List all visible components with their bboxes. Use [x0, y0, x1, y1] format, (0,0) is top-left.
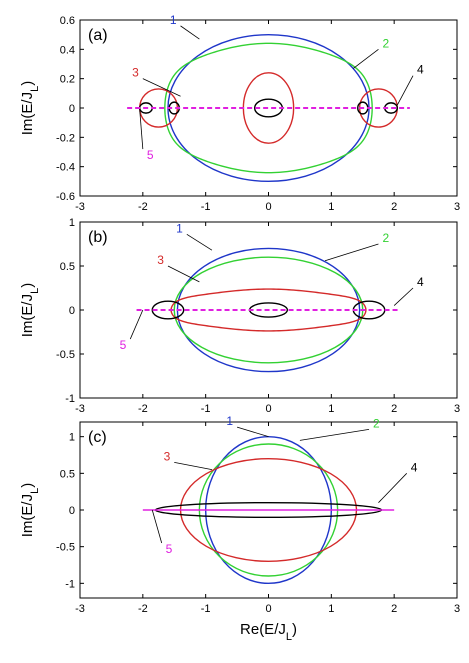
y-tick-label: 0.6 [60, 15, 75, 27]
series-4-curve [151, 300, 185, 320]
label-leader-line [324, 243, 379, 262]
y-tick-label: 0 [69, 505, 75, 517]
label-leader-line [378, 473, 408, 503]
curve-label-3: 3 [157, 253, 164, 267]
panel-2: -3 -2 -1 0 1 2 3 -1 -0.5 0 0.5 1 Im(E/JL) Re(E/JL) (c)… [19, 414, 460, 643]
y-tick-label: 0.5 [60, 261, 75, 273]
y-tick-label: 0.4 [60, 44, 75, 56]
label-leader-line [299, 428, 370, 441]
plot-area [136, 247, 401, 373]
plot-area [127, 33, 410, 183]
curve-label-2: 2 [373, 416, 380, 430]
y-tick-label: -0.6 [56, 191, 75, 203]
y-tick-label: 0 [69, 103, 75, 115]
curve-label-2: 2 [382, 36, 389, 50]
y-tick-label: 1 [69, 217, 75, 229]
x-tick-label: -2 [138, 603, 148, 615]
panel-label: (a) [88, 27, 108, 44]
curve-label-3: 3 [164, 449, 171, 463]
x-tick-label: 0 [265, 403, 271, 415]
x-tick-label: 1 [328, 403, 334, 415]
x-tick-label: -1 [201, 403, 211, 415]
y-tick-label: -1 [65, 578, 75, 590]
label-leader-line [393, 287, 414, 306]
label-leader-line [353, 49, 379, 69]
y-axis-label: Im(E/JL) [19, 283, 41, 337]
x-tick-label: 2 [391, 603, 397, 615]
x-tick-label: 1 [328, 201, 334, 213]
curve-label-2: 2 [382, 231, 389, 245]
y-tick-label: -1 [65, 393, 75, 405]
x-tick-label: 2 [391, 403, 397, 415]
plot-area [142, 435, 395, 585]
x-tick-label: 1 [328, 603, 334, 615]
curve-label-1: 1 [226, 414, 233, 428]
x-tick-label: -1 [201, 603, 211, 615]
y-tick-label: 0.5 [60, 468, 75, 480]
x-tick-label: 2 [391, 201, 397, 213]
panel-1: -3 -2 -1 0 1 2 3 -1 -0.5 0 0.5 1 Im(E/JL) (b) 1 2 3 4 5 [19, 217, 460, 415]
x-tick-label: 3 [454, 403, 460, 415]
y-axis-label: Im(E/JL) [19, 483, 41, 537]
y-tick-label: -0.5 [56, 349, 75, 361]
curve-label-4: 4 [417, 63, 424, 77]
x-tick-label: -3 [75, 201, 85, 213]
y-tick-label: 0.2 [60, 74, 75, 86]
panel-label: (c) [88, 429, 107, 446]
label-leader-line [174, 461, 213, 471]
label-leader-line [151, 509, 163, 544]
x-tick-label: 0 [265, 603, 271, 615]
y-axis-label: Im(E/JL) [19, 81, 41, 135]
y-tick-label: -0.4 [56, 162, 75, 174]
x-tick-label: 3 [454, 201, 460, 213]
label-leader-line [139, 109, 144, 150]
x-tick-label: 0 [265, 201, 271, 213]
y-tick-label: 0 [69, 305, 75, 317]
curve-label-4: 4 [417, 275, 424, 289]
series-2-curve [164, 42, 373, 174]
x-tick-label: -2 [138, 201, 148, 213]
curve-label-5: 5 [147, 148, 154, 162]
curve-label-1: 1 [176, 221, 183, 235]
x-axis-label: Re(E/JL) [240, 621, 297, 643]
panel-label: (b) [88, 229, 108, 246]
label-leader-line [142, 78, 181, 97]
label-leader-line [396, 75, 414, 106]
curve-label-1: 1 [170, 13, 177, 27]
x-tick-label: -3 [75, 403, 85, 415]
curve-label-5: 5 [166, 542, 173, 556]
y-tick-label: -0.5 [56, 542, 75, 554]
x-tick-label: 3 [454, 603, 460, 615]
label-leader-line [236, 426, 269, 438]
label-leader-line [129, 309, 144, 340]
label-leader-line [167, 265, 200, 283]
x-tick-label: -2 [138, 403, 148, 415]
x-tick-label: -1 [201, 201, 211, 213]
x-tick-label: -3 [75, 603, 85, 615]
y-tick-label: 1 [69, 432, 75, 444]
label-leader-line [180, 25, 200, 40]
curve-label-3: 3 [132, 66, 139, 80]
curve-label-5: 5 [120, 338, 127, 352]
curve-label-4: 4 [411, 460, 418, 474]
label-leader-line [186, 233, 213, 251]
y-tick-label: -0.2 [56, 132, 75, 144]
panel-0: -3 -2 -1 0 1 2 3 -0.6 -0.4 -0.2 0 0.2 0.4 0.6 Im(E/JL)… [19, 13, 460, 213]
